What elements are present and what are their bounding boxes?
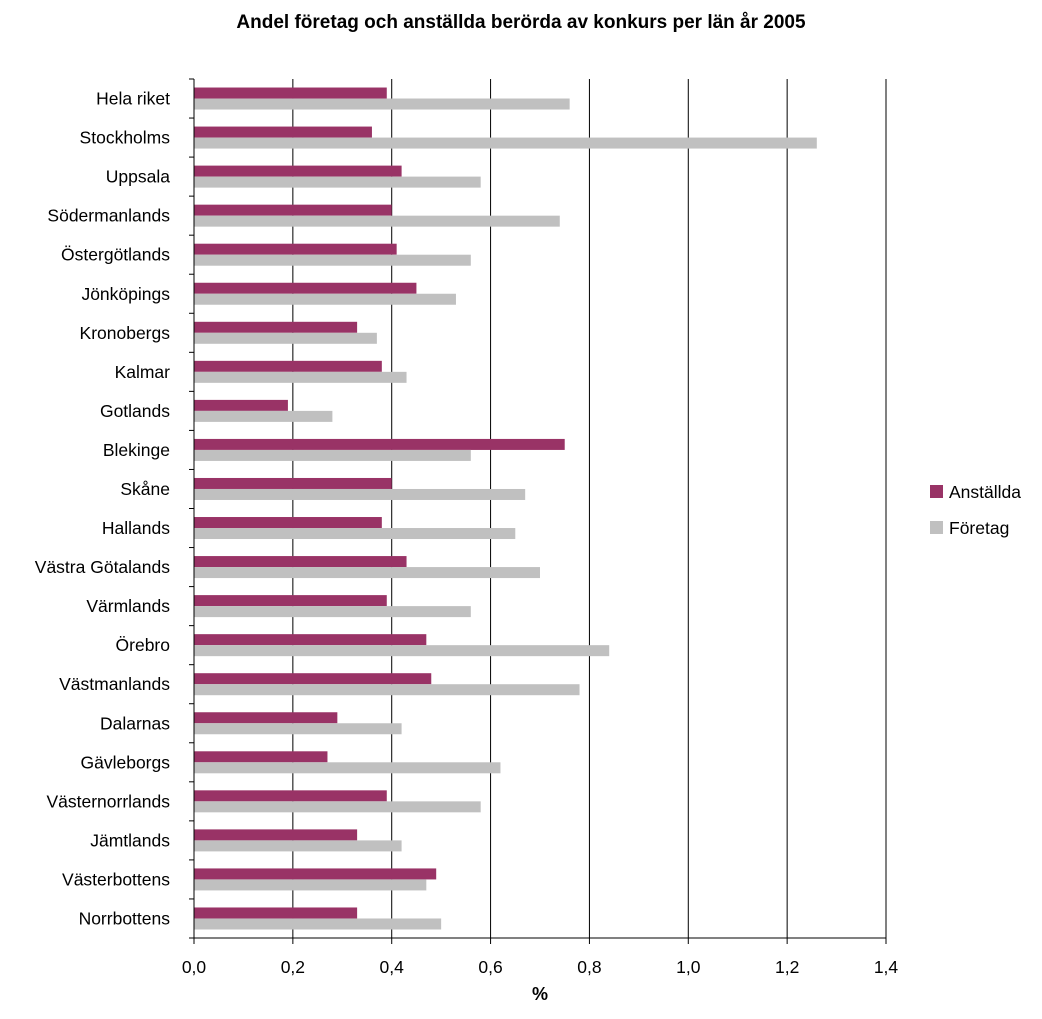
bar-foretag [194, 879, 427, 891]
bar-marks [194, 87, 817, 930]
bar-anstallda [194, 556, 407, 568]
bar-anstallda [194, 321, 358, 333]
category-labels: Hela riket Stockholms Uppsala Södermanlands… [35, 89, 170, 929]
bar-anstallda [194, 712, 338, 724]
x-tick-labels: 0,0 0,2 0,4 0,6 0,8 1,0 1,2 1,4 [182, 957, 899, 977]
bar-anstallda [194, 126, 372, 138]
category-label: Västerbottens [62, 869, 170, 889]
x-axis-title: % [532, 984, 548, 1004]
category-label: Västra Götalands [35, 557, 170, 577]
bar-anstallda [194, 517, 382, 529]
bar-anstallda [194, 360, 382, 372]
bar-anstallda [194, 634, 427, 646]
bar-anstallda [194, 243, 397, 255]
category-label: Södermanlands [47, 206, 170, 226]
bar-foretag [194, 215, 560, 227]
axes [189, 78, 887, 944]
bar-foretag [194, 176, 481, 188]
category-label: Värmlands [86, 596, 170, 616]
bar-foretag [194, 98, 570, 110]
legend-label: Företag [949, 518, 1009, 538]
bar-anstallda [194, 282, 417, 294]
category-label: Norrbottens [79, 908, 171, 928]
bar-foretag [194, 762, 501, 774]
bar-anstallda [194, 438, 565, 450]
bar-foretag [194, 371, 407, 383]
legend-label: Anställda [949, 482, 1021, 502]
bar-foretag [194, 801, 481, 813]
bar-foretag [194, 723, 402, 735]
category-label: Gotlands [100, 401, 170, 421]
bar-anstallda [194, 595, 387, 607]
x-tick-label: 1,0 [676, 957, 701, 977]
category-label: Hela riket [96, 89, 170, 109]
bar-foretag [194, 488, 526, 500]
bar-anstallda [194, 165, 402, 177]
x-tick-label: 0,4 [380, 957, 405, 977]
bar-foretag [194, 410, 333, 422]
category-label: Örebro [116, 635, 170, 655]
bar-foretag [194, 645, 610, 657]
bar-anstallda [194, 204, 392, 216]
bar-foretag [194, 918, 442, 930]
category-label: Västmanlands [59, 674, 170, 694]
category-label: Kronobergs [80, 323, 171, 343]
bar-foretag [194, 293, 456, 305]
bar-foretag [194, 137, 817, 149]
bar-foretag [194, 684, 580, 696]
bar-anstallda [194, 87, 387, 99]
bar-foretag [194, 840, 402, 852]
category-label: Dalarnas [100, 713, 170, 733]
bar-anstallda [194, 751, 328, 763]
category-label: Blekinge [103, 440, 170, 460]
category-label: Östergötlands [61, 245, 170, 265]
category-label: Kalmar [115, 362, 171, 382]
legend-swatch [930, 485, 943, 498]
bar-anstallda [194, 673, 432, 685]
category-label: Skåne [120, 479, 170, 499]
bar-foretag [194, 332, 377, 344]
x-tick-label: 0,2 [281, 957, 305, 977]
bar-foretag [194, 449, 471, 461]
bar-anstallda [194, 868, 437, 880]
category-label: Jönköpings [81, 284, 170, 304]
bar-anstallda [194, 477, 392, 489]
category-label: Stockholms [80, 128, 171, 148]
category-label: Uppsala [106, 167, 170, 187]
category-label: Västernorrlands [46, 791, 170, 811]
legend: Anställda Företag [930, 482, 1021, 538]
bar-foretag [194, 528, 516, 540]
bar-anstallda [194, 829, 358, 841]
bar-anstallda [194, 399, 288, 411]
bar-foretag [194, 606, 471, 618]
category-label: Hallands [102, 518, 170, 538]
x-tick-label: 1,4 [874, 957, 899, 977]
x-tick-label: 0,0 [182, 957, 207, 977]
category-label: Gävleborgs [81, 752, 171, 772]
bar-anstallda [194, 907, 358, 919]
bar-foretag [194, 567, 540, 579]
legend-swatch [930, 521, 943, 534]
chart-title: Andel företag och anställda berörda av k… [236, 12, 806, 33]
bar-foretag [194, 254, 471, 266]
x-tick-label: 0,8 [577, 957, 601, 977]
x-tick-label: 1,2 [775, 957, 799, 977]
category-label: Jämtlands [90, 830, 170, 850]
x-tick-label: 0,6 [478, 957, 502, 977]
bar-anstallda [194, 790, 387, 802]
